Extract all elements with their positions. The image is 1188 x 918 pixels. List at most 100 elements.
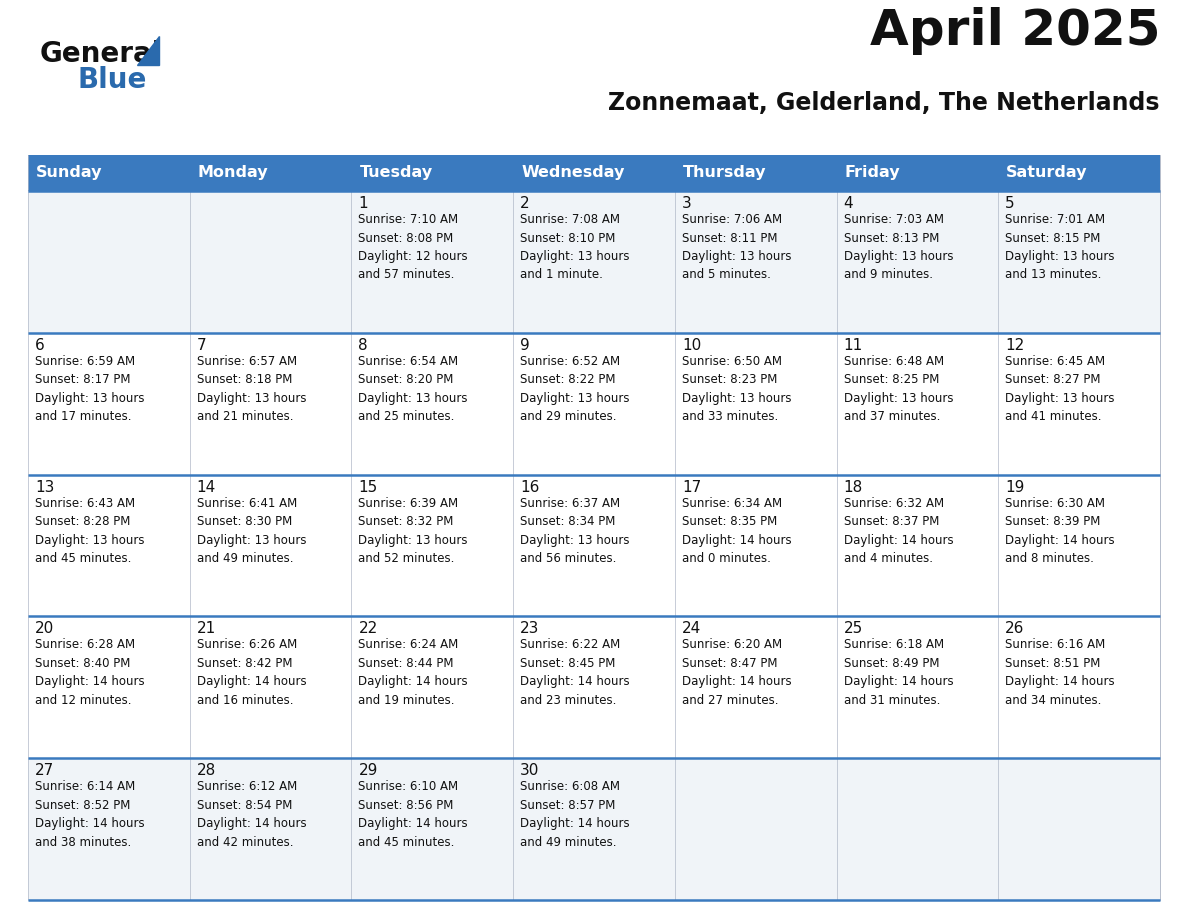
- Text: 3: 3: [682, 196, 691, 211]
- Text: Sunrise: 6:41 AM
Sunset: 8:30 PM
Daylight: 13 hours
and 49 minutes.: Sunrise: 6:41 AM Sunset: 8:30 PM Dayligh…: [197, 497, 307, 565]
- Bar: [352, 333, 513, 475]
- Text: Sunrise: 6:24 AM
Sunset: 8:44 PM
Daylight: 14 hours
and 19 minutes.: Sunrise: 6:24 AM Sunset: 8:44 PM Dayligh…: [359, 638, 468, 707]
- Text: Blue: Blue: [78, 66, 147, 94]
- Bar: [352, 475, 513, 616]
- Text: Sunrise: 7:01 AM
Sunset: 8:15 PM
Daylight: 13 hours
and 13 minutes.: Sunrise: 7:01 AM Sunset: 8:15 PM Dayligh…: [1005, 213, 1114, 282]
- Text: 23: 23: [520, 621, 539, 636]
- Text: Saturday: Saturday: [1006, 165, 1088, 181]
- Polygon shape: [137, 36, 159, 65]
- Text: 30: 30: [520, 763, 539, 778]
- Text: Sunrise: 6:59 AM
Sunset: 8:17 PM
Daylight: 13 hours
and 17 minutes.: Sunrise: 6:59 AM Sunset: 8:17 PM Dayligh…: [34, 354, 145, 423]
- Bar: [29, 616, 190, 758]
- Text: Zonnemaat, Gelderland, The Netherlands: Zonnemaat, Gelderland, The Netherlands: [608, 91, 1159, 115]
- Bar: [998, 758, 1159, 900]
- Text: 15: 15: [359, 479, 378, 495]
- Text: 22: 22: [359, 621, 378, 636]
- Text: 19: 19: [1005, 479, 1025, 495]
- Text: Sunrise: 6:43 AM
Sunset: 8:28 PM
Daylight: 13 hours
and 45 minutes.: Sunrise: 6:43 AM Sunset: 8:28 PM Dayligh…: [34, 497, 145, 565]
- Bar: [513, 475, 675, 616]
- Text: Sunrise: 6:12 AM
Sunset: 8:54 PM
Daylight: 14 hours
and 42 minutes.: Sunrise: 6:12 AM Sunset: 8:54 PM Dayligh…: [197, 780, 307, 849]
- Bar: [836, 191, 998, 333]
- Text: 16: 16: [520, 479, 539, 495]
- Bar: [29, 155, 190, 191]
- Bar: [675, 616, 836, 758]
- Bar: [998, 475, 1159, 616]
- Text: Thursday: Thursday: [683, 165, 766, 181]
- Bar: [998, 333, 1159, 475]
- Bar: [675, 475, 836, 616]
- Bar: [675, 758, 836, 900]
- Text: 7: 7: [197, 338, 207, 353]
- Text: Sunrise: 6:48 AM
Sunset: 8:25 PM
Daylight: 13 hours
and 37 minutes.: Sunrise: 6:48 AM Sunset: 8:25 PM Dayligh…: [843, 354, 953, 423]
- Bar: [998, 616, 1159, 758]
- Text: 1: 1: [359, 196, 368, 211]
- Text: Sunrise: 6:08 AM
Sunset: 8:57 PM
Daylight: 14 hours
and 49 minutes.: Sunrise: 6:08 AM Sunset: 8:57 PM Dayligh…: [520, 780, 630, 849]
- Text: Sunrise: 7:10 AM
Sunset: 8:08 PM
Daylight: 12 hours
and 57 minutes.: Sunrise: 7:10 AM Sunset: 8:08 PM Dayligh…: [359, 213, 468, 282]
- Bar: [513, 333, 675, 475]
- Text: Sunrise: 6:57 AM
Sunset: 8:18 PM
Daylight: 13 hours
and 21 minutes.: Sunrise: 6:57 AM Sunset: 8:18 PM Dayligh…: [197, 354, 307, 423]
- Text: Sunrise: 6:20 AM
Sunset: 8:47 PM
Daylight: 14 hours
and 27 minutes.: Sunrise: 6:20 AM Sunset: 8:47 PM Dayligh…: [682, 638, 791, 707]
- Text: 28: 28: [197, 763, 216, 778]
- Text: 12: 12: [1005, 338, 1024, 353]
- Bar: [190, 333, 352, 475]
- Text: 2: 2: [520, 196, 530, 211]
- Text: 27: 27: [34, 763, 55, 778]
- Bar: [29, 758, 190, 900]
- Text: Sunrise: 6:30 AM
Sunset: 8:39 PM
Daylight: 14 hours
and 8 minutes.: Sunrise: 6:30 AM Sunset: 8:39 PM Dayligh…: [1005, 497, 1114, 565]
- Text: Sunrise: 6:10 AM
Sunset: 8:56 PM
Daylight: 14 hours
and 45 minutes.: Sunrise: 6:10 AM Sunset: 8:56 PM Dayligh…: [359, 780, 468, 849]
- Text: 29: 29: [359, 763, 378, 778]
- Text: Sunrise: 6:37 AM
Sunset: 8:34 PM
Daylight: 13 hours
and 56 minutes.: Sunrise: 6:37 AM Sunset: 8:34 PM Dayligh…: [520, 497, 630, 565]
- Bar: [836, 758, 998, 900]
- Bar: [352, 758, 513, 900]
- Text: 24: 24: [682, 621, 701, 636]
- Bar: [675, 191, 836, 333]
- Text: 6: 6: [34, 338, 45, 353]
- Text: 9: 9: [520, 338, 530, 353]
- Text: Wednesday: Wednesday: [522, 165, 625, 181]
- Text: Sunrise: 6:18 AM
Sunset: 8:49 PM
Daylight: 14 hours
and 31 minutes.: Sunrise: 6:18 AM Sunset: 8:49 PM Dayligh…: [843, 638, 953, 707]
- Text: Tuesday: Tuesday: [360, 165, 432, 181]
- Bar: [352, 191, 513, 333]
- Bar: [190, 616, 352, 758]
- Text: Sunrise: 6:26 AM
Sunset: 8:42 PM
Daylight: 14 hours
and 16 minutes.: Sunrise: 6:26 AM Sunset: 8:42 PM Dayligh…: [197, 638, 307, 707]
- Text: Sunrise: 6:50 AM
Sunset: 8:23 PM
Daylight: 13 hours
and 33 minutes.: Sunrise: 6:50 AM Sunset: 8:23 PM Dayligh…: [682, 354, 791, 423]
- Bar: [836, 155, 998, 191]
- Bar: [29, 333, 190, 475]
- Bar: [352, 616, 513, 758]
- Text: Sunrise: 6:52 AM
Sunset: 8:22 PM
Daylight: 13 hours
and 29 minutes.: Sunrise: 6:52 AM Sunset: 8:22 PM Dayligh…: [520, 354, 630, 423]
- Text: Sunday: Sunday: [36, 165, 102, 181]
- Text: 10: 10: [682, 338, 701, 353]
- Text: Friday: Friday: [845, 165, 901, 181]
- Text: Sunrise: 6:45 AM
Sunset: 8:27 PM
Daylight: 13 hours
and 41 minutes.: Sunrise: 6:45 AM Sunset: 8:27 PM Dayligh…: [1005, 354, 1114, 423]
- Text: Sunrise: 7:08 AM
Sunset: 8:10 PM
Daylight: 13 hours
and 1 minute.: Sunrise: 7:08 AM Sunset: 8:10 PM Dayligh…: [520, 213, 630, 282]
- Text: April 2025: April 2025: [870, 7, 1159, 55]
- Bar: [513, 191, 675, 333]
- Text: General: General: [40, 40, 163, 68]
- Text: Sunrise: 6:16 AM
Sunset: 8:51 PM
Daylight: 14 hours
and 34 minutes.: Sunrise: 6:16 AM Sunset: 8:51 PM Dayligh…: [1005, 638, 1114, 707]
- Text: Sunrise: 6:34 AM
Sunset: 8:35 PM
Daylight: 14 hours
and 0 minutes.: Sunrise: 6:34 AM Sunset: 8:35 PM Dayligh…: [682, 497, 791, 565]
- Bar: [190, 758, 352, 900]
- Bar: [352, 155, 513, 191]
- Text: 11: 11: [843, 338, 862, 353]
- Text: Sunrise: 7:03 AM
Sunset: 8:13 PM
Daylight: 13 hours
and 9 minutes.: Sunrise: 7:03 AM Sunset: 8:13 PM Dayligh…: [843, 213, 953, 282]
- Bar: [29, 191, 190, 333]
- Bar: [513, 758, 675, 900]
- Text: 4: 4: [843, 196, 853, 211]
- Text: Sunrise: 6:28 AM
Sunset: 8:40 PM
Daylight: 14 hours
and 12 minutes.: Sunrise: 6:28 AM Sunset: 8:40 PM Dayligh…: [34, 638, 145, 707]
- Text: 18: 18: [843, 479, 862, 495]
- Text: 14: 14: [197, 479, 216, 495]
- Bar: [190, 475, 352, 616]
- Bar: [190, 191, 352, 333]
- Text: Sunrise: 6:32 AM
Sunset: 8:37 PM
Daylight: 14 hours
and 4 minutes.: Sunrise: 6:32 AM Sunset: 8:37 PM Dayligh…: [843, 497, 953, 565]
- Text: 5: 5: [1005, 196, 1015, 211]
- Text: Sunrise: 6:14 AM
Sunset: 8:52 PM
Daylight: 14 hours
and 38 minutes.: Sunrise: 6:14 AM Sunset: 8:52 PM Dayligh…: [34, 780, 145, 849]
- Bar: [29, 475, 190, 616]
- Text: Sunrise: 6:39 AM
Sunset: 8:32 PM
Daylight: 13 hours
and 52 minutes.: Sunrise: 6:39 AM Sunset: 8:32 PM Dayligh…: [359, 497, 468, 565]
- Text: 25: 25: [843, 621, 862, 636]
- Bar: [998, 155, 1159, 191]
- Bar: [836, 333, 998, 475]
- Text: Sunrise: 6:22 AM
Sunset: 8:45 PM
Daylight: 14 hours
and 23 minutes.: Sunrise: 6:22 AM Sunset: 8:45 PM Dayligh…: [520, 638, 630, 707]
- Bar: [675, 155, 836, 191]
- Bar: [836, 475, 998, 616]
- Bar: [836, 616, 998, 758]
